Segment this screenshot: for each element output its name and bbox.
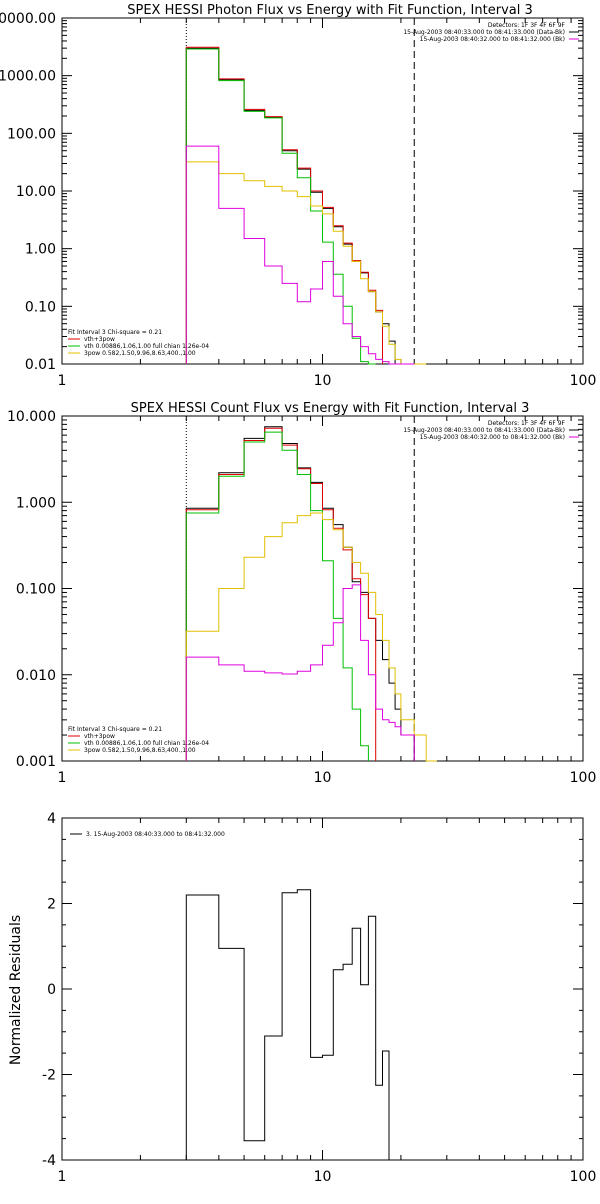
photon-legend-top-text: 15-Aug-2003 08:40:33.000 to 08:41:33.000… [403, 29, 565, 36]
residuals-y-axis-label: Normalized Residuals [8, 915, 24, 1065]
photon-legend-bottom-text: vth 0.00886,1.06,1.00 full chian 1.26e-0… [84, 343, 209, 350]
count-chart-title: SPEX HESSI Count Flux vs Energy with Fit… [131, 401, 530, 416]
count-y-tick-label: 0.100 [16, 582, 56, 598]
photon-x-tick-label: 10 [314, 373, 332, 389]
count-series-bk-line [185, 584, 415, 761]
count-flux-panel: SPEX HESSI Count Flux vs Energy with Fit… [7, 401, 596, 786]
count-legend-top-text: 15-Aug-2003 08:40:32.000 to 08:41:32.000… [420, 434, 565, 441]
count-x-tick-label: 10 [314, 770, 332, 786]
photon-y-tick-label: 100.00 [7, 126, 56, 142]
count-series-vth-3pow-line [185, 427, 377, 761]
count-plot-frame [61, 415, 584, 762]
photon-x-tick-label: 100 [570, 373, 597, 389]
count-legend-bottom-text: vth+3pow [84, 733, 115, 740]
residuals-y-tick-label: 0 [47, 982, 56, 998]
residuals-x-tick-label: 1 [58, 1169, 67, 1185]
count-y-tick-label: 0.010 [16, 668, 56, 684]
count-y-tick-label: 1.000 [16, 495, 56, 511]
photon-y-tick-label: 10000.00 [0, 11, 56, 27]
count-legend-bottom-text: Fit Interval 3 Chi-square = 0.21 [68, 726, 162, 733]
photon-chart-title: SPEX HESSI Photon Flux vs Energy with Fi… [127, 3, 533, 18]
photon-legend-top-text: 15-Aug-2003 08:40:32.000 to 08:41:32.000… [420, 36, 565, 43]
count-series-vth-line [185, 431, 369, 761]
residuals-y-tick-label: -2 [42, 1068, 56, 1084]
count-legend-top-text: Detectors: 1F 3F 4F 6F 9F [488, 420, 566, 427]
photon-series-vth-3pow-line [185, 46, 383, 364]
residuals-panel: Normalized Residuals 1 10 100 -4 -2 0 2 4 3. 15-… [8, 811, 596, 1185]
photon-legend-top-text: Detectors: 1F 3F 4F 6F 9F [488, 22, 566, 29]
photon-series-vth-line [185, 48, 376, 365]
photon-x-tick-label: 1 [58, 373, 67, 389]
photon-y-tick-label: 0.01 [25, 357, 56, 373]
residuals-y-tick-label: 4 [47, 811, 56, 827]
residuals-y-tick-label: -4 [42, 1153, 56, 1169]
photon-legend-bottom-text: vth+3pow [84, 336, 115, 343]
count-x-tick-label: 100 [570, 770, 597, 786]
residuals-series-3-15-aug-2003-08-40-33-000-to-08-41-32-000-line [185, 889, 390, 1160]
residuals-legend-text: 3. 15-Aug-2003 08:40:33.000 to 08:41:32.… [86, 831, 225, 838]
count-series-data-bk-line [185, 426, 415, 761]
photon-series-3pow-line [185, 161, 427, 365]
photon-y-tick-label: 10.00 [16, 184, 56, 200]
count-legend-bottom-text: vth 0.00886,1.06,1.00 full chian 1.26e-0… [84, 740, 209, 747]
count-legend-top-text: 15-Aug-2003 08:40:33.000 to 08:41:33.000… [403, 427, 565, 434]
photon-y-tick-label: 0.10 [25, 299, 56, 315]
photon-legend-bottom-text: Fit Interval 3 Chi-square = 0.21 [68, 329, 162, 336]
photon-y-tick-label: 1.00 [25, 242, 56, 258]
photon-y-tick-label: 1000.00 [0, 69, 56, 85]
residuals-x-tick-label: 10 [314, 1169, 332, 1185]
count-y-tick-label: 0.001 [16, 754, 56, 770]
photon-series-data-bk-line [185, 47, 396, 364]
count-y-tick-label: 10.000 [7, 409, 56, 425]
count-x-tick-label: 1 [58, 770, 67, 786]
residuals-x-tick-label: 100 [570, 1169, 597, 1185]
residuals-plot-frame [61, 817, 584, 1161]
photon-legend-bottom-text: 3pow 0.582,1.50,9.96,8.63,400.,1.00 [84, 350, 196, 357]
residuals-y-tick-label: 2 [47, 897, 56, 913]
count-series-3pow-line [185, 512, 437, 762]
photon-series-bk-line [185, 145, 415, 365]
count-legend-bottom-text: 3pow 0.582,1.50,9.96,8.63,400.,1.00 [84, 747, 196, 754]
photon-flux-panel: SPEX HESSI Photon Flux vs Energy with Fi… [0, 3, 596, 389]
